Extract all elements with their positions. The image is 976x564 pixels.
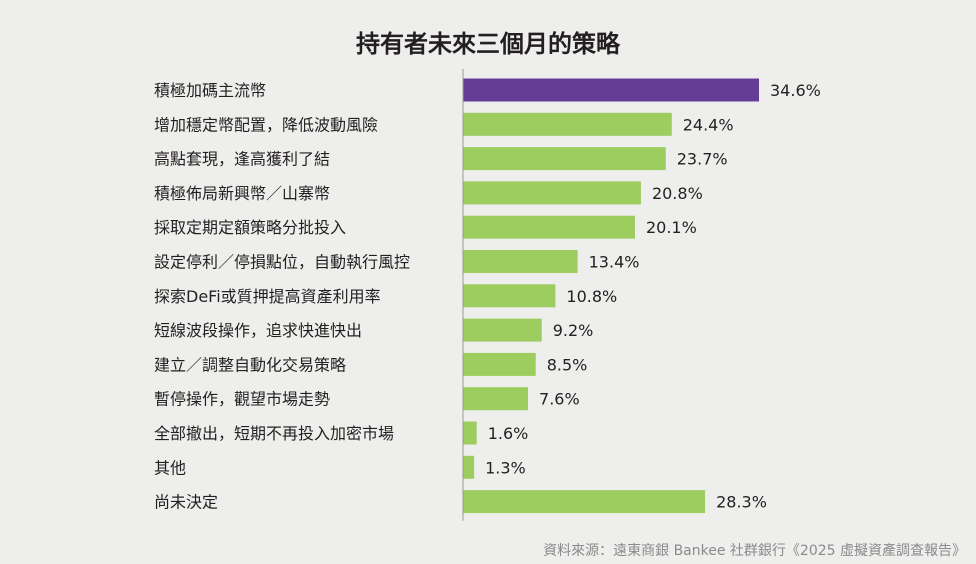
- value-label: 20.8%: [652, 184, 703, 203]
- category-label: 暫停操作，觀望市場走勢: [154, 390, 330, 409]
- bar: [463, 181, 641, 205]
- category-label: 探索DeFi或質押提高資產利用率: [154, 287, 381, 306]
- bar: [463, 421, 477, 445]
- value-label: 28.3%: [716, 493, 767, 512]
- chart-title: 持有者未來三個月的策略: [356, 30, 620, 58]
- bar: [463, 387, 529, 411]
- category-label: 增加穩定幣配置，降低波動風險: [154, 115, 378, 134]
- value-label: 10.8%: [566, 287, 617, 306]
- value-label: 23.7%: [677, 150, 728, 169]
- bar: [463, 78, 759, 102]
- bar: [463, 250, 578, 273]
- category-label: 尚未決定: [154, 493, 218, 512]
- bar: [463, 215, 635, 239]
- bar: [463, 112, 672, 136]
- category-label: 高點套現，逢高獲利了結: [154, 150, 330, 169]
- category-label: 其他: [154, 458, 186, 477]
- value-label: 9.2%: [553, 321, 594, 340]
- category-label: 積極加碼主流幣: [154, 81, 266, 100]
- value-label: 24.4%: [683, 115, 734, 134]
- category-label: 全部撤出，短期不再投入加密市場: [154, 424, 394, 443]
- bar: [463, 147, 666, 171]
- bar: [463, 352, 536, 376]
- bar: [463, 284, 556, 308]
- category-label: 設定停利／停損點位，自動執行風控: [154, 253, 410, 272]
- value-label: 20.1%: [646, 218, 697, 237]
- value-label: 34.6%: [770, 81, 821, 100]
- value-label: 13.4%: [589, 253, 640, 272]
- bar: [463, 490, 706, 514]
- category-label: 建立／調整自動化交易策略: [154, 355, 346, 374]
- value-label: 1.3%: [485, 458, 526, 477]
- bar: [463, 455, 475, 479]
- value-label: 1.6%: [488, 424, 529, 443]
- category-label: 採取定期定額策略分批投入: [154, 218, 346, 237]
- category-label: 短線波段操作，追求快進快出: [154, 321, 362, 340]
- category-label: 積極佈局新興幣／山寨幣: [154, 184, 330, 203]
- bar: [463, 318, 542, 342]
- value-label: 7.6%: [539, 390, 580, 409]
- source-note: 資料來源：遠東商銀 Bankee 社群銀行《2025 虛擬資產調查報告》: [543, 543, 966, 559]
- value-label: 8.5%: [547, 355, 588, 374]
